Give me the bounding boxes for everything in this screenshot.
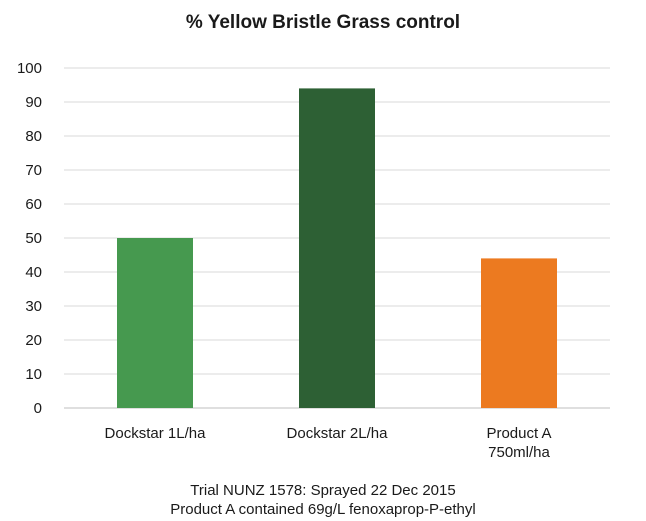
y-axis-ticks: 0 10 20 30 40 50 60 70 80 90 100 [17, 60, 42, 417]
bars [117, 88, 557, 409]
y-tick-label: 40 [25, 264, 42, 281]
x-category-label: Dockstar 2L/ha [287, 425, 389, 442]
y-tick-label: 0 [34, 400, 42, 417]
product-note: Product A contained 69g/L fenoxaprop-P-e… [170, 501, 476, 518]
y-tick-label: 30 [25, 298, 42, 315]
y-tick-label: 80 [25, 128, 42, 145]
chart-title: % Yellow Bristle Grass control [185, 12, 461, 33]
y-tick-label: 20 [25, 332, 42, 349]
x-axis-labels: Dockstar 1L/ha Dockstar 2L/ha Product A 750… [105, 425, 552, 461]
y-tick-label: 100 [17, 60, 42, 77]
bar [481, 258, 557, 408]
bar [117, 238, 193, 408]
x-category-label: Product A [486, 425, 551, 442]
y-tick-label: 70 [25, 162, 42, 179]
y-tick-label: 90 [25, 94, 42, 111]
y-tick-label: 50 [25, 230, 42, 247]
x-category-label: 750ml/ha [488, 444, 550, 461]
y-tick-label: 60 [25, 196, 42, 213]
y-tick-label: 10 [25, 366, 42, 383]
x-category-label: Dockstar 1L/ha [105, 425, 207, 442]
trial-note: Trial NUNZ 1578: Sprayed 22 Dec 2015 [190, 482, 456, 499]
bar [299, 88, 375, 409]
